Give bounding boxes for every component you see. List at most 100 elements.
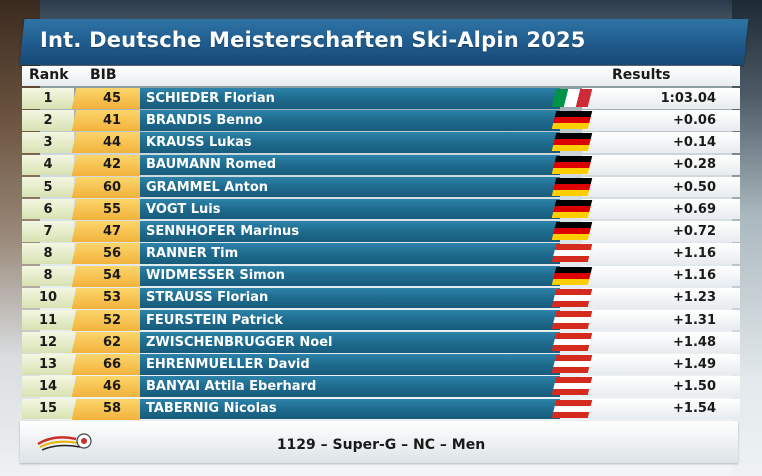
germany-flag-icon (551, 199, 593, 218)
austria-flag-icon (551, 244, 593, 263)
result-cell-bg (582, 287, 740, 309)
rank-cell: 7 (22, 221, 74, 242)
rank-cell: 14 (22, 376, 74, 397)
result-value: +1.31 (673, 312, 716, 328)
result-cell-bg (582, 154, 740, 176)
bib-cell: 46 (102, 379, 122, 395)
table-row: 1 45 SCHIEDER Florian 1:03.04 (22, 88, 740, 109)
austria-flag-icon (551, 399, 593, 418)
table-row: 4 42 BAUMANN Romed +0.28 (22, 154, 740, 176)
footer-bar (20, 421, 738, 463)
race-info: 1129 – Super-G – NC – Men (276, 437, 486, 453)
result-value: +0.06 (673, 112, 716, 128)
result-cell-bg (582, 398, 740, 420)
athlete-name: FEURSTEIN Patrick (146, 312, 284, 328)
result-value: +1.16 (673, 246, 716, 262)
result-value: +0.69 (673, 201, 716, 217)
name-cell-bg (140, 154, 560, 176)
name-cell-bg (140, 398, 560, 420)
result-value: +0.14 (673, 135, 716, 151)
table-row: 6 55 VOGT Luis +0.69 (22, 198, 740, 220)
name-cell-bg (140, 221, 560, 242)
name-cell-bg (140, 132, 560, 153)
germany-flag-icon (551, 133, 593, 152)
result-cell-bg (582, 88, 740, 109)
rank-cell: 15 (22, 398, 74, 420)
bib-cell: 56 (102, 246, 122, 262)
result-cell-bg (582, 332, 740, 353)
table-row: 12 62 ZWISCHENBRUGGER Noel +1.48 (22, 332, 740, 353)
germany-flag-icon (551, 155, 593, 174)
result-value: +1.23 (673, 290, 716, 306)
result-value: +0.50 (673, 179, 716, 195)
result-cell-bg (582, 309, 740, 331)
athlete-name: EHRENMUELLER David (146, 357, 310, 372)
name-cell-bg (140, 176, 560, 198)
result-value: +1.50 (673, 379, 716, 395)
table-row: 11 52 FEURSTEIN Patrick +1.31 (22, 309, 740, 331)
table-row: 10 53 STRAUSS Florian +1.23 (22, 287, 740, 309)
germany-flag-icon (551, 111, 593, 130)
rank-cell: 3 (22, 132, 74, 153)
name-cell-bg (140, 265, 560, 286)
results-table-header (22, 66, 740, 86)
name-cell-bg (140, 354, 560, 375)
bib-cell: 58 (102, 401, 122, 417)
italy-flag-icon (551, 89, 593, 107)
austria-flag-icon (551, 288, 593, 307)
athlete-name: BANYAI Attila Eberhard (146, 379, 317, 395)
table-row: 13 66 EHRENMUELLER David +1.49 (22, 354, 740, 375)
austria-flag-icon (551, 377, 593, 396)
result-cell-bg (582, 221, 740, 242)
table-row: 3 44 KRAUSS Lukas +0.14 (22, 132, 740, 153)
ski-federation-logo-icon (37, 433, 92, 451)
name-cell-bg (140, 243, 560, 264)
bib-cell: 54 (102, 268, 122, 284)
athlete-name: ZWISCHENBRUGGER Noel (146, 334, 333, 350)
result-value: 1:03.04 (660, 90, 716, 106)
bib-cell: 45 (102, 90, 122, 106)
rank-cell: 5 (22, 176, 74, 198)
bib-cell: 66 (102, 357, 122, 372)
athlete-name: TABERNIG Nicolas (146, 401, 277, 417)
name-cell-bg (140, 376, 560, 397)
rank-cell: 13 (22, 354, 74, 375)
rank-cell: 10 (22, 287, 74, 309)
bib-cell: 44 (102, 135, 122, 151)
result-value: +0.72 (673, 223, 716, 239)
result-cell-bg (582, 198, 740, 220)
rank-cell: 2 (22, 110, 74, 131)
name-cell-bg (140, 198, 560, 220)
athlete-name: RANNER Tim (146, 246, 239, 262)
germany-flag-icon (551, 177, 593, 196)
austria-flag-icon (551, 355, 593, 374)
germany-flag-icon (551, 222, 593, 241)
bib-cell: 55 (102, 201, 122, 217)
name-cell-bg (140, 332, 560, 353)
rank-cell: 1 (22, 88, 74, 109)
athlete-name: WIDMESSER Simon (146, 268, 285, 284)
austria-flag-icon (551, 333, 593, 352)
name-cell-bg (140, 287, 560, 309)
athlete-name: BAUMANN Romed (146, 157, 277, 173)
athlete-name: BRANDIS Benno (146, 112, 263, 128)
athlete-name: GRAMMEL Anton (146, 179, 269, 195)
result-value: +1.49 (673, 357, 716, 372)
table-row: 8 54 WIDMESSER Simon +1.16 (22, 265, 740, 286)
result-cell-bg (582, 265, 740, 286)
rank-cell: 11 (22, 309, 74, 331)
result-cell-bg (582, 176, 740, 198)
athlete-name: SCHIEDER Florian (146, 90, 275, 106)
austria-flag-icon (551, 310, 593, 329)
table-row: 7 47 SENNHOFER Marinus +0.72 (22, 221, 740, 242)
header-rank: Rank (29, 67, 69, 83)
result-cell-bg (582, 243, 740, 264)
table-row: 2 41 BRANDIS Benno +0.06 (22, 110, 740, 131)
table-row: 14 46 BANYAI Attila Eberhard +1.50 (22, 376, 740, 397)
bib-cell: 52 (102, 312, 122, 328)
page-title: Int. Deutsche Meisterschaften Ski-Alpin … (40, 28, 586, 52)
header-results: Results (612, 67, 671, 83)
table-row: 8 56 RANNER Tim +1.16 (22, 243, 740, 264)
result-value: +1.16 (673, 268, 716, 284)
athlete-name: VOGT Luis (146, 201, 221, 217)
